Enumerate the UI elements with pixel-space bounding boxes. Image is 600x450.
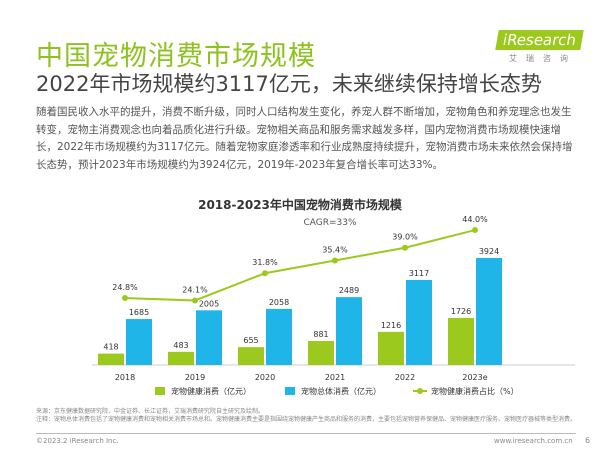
bar-health (378, 331, 404, 365)
share-point (472, 227, 478, 234)
bar-health (98, 353, 124, 365)
label-total: 2489 (339, 286, 359, 295)
label-health: 483 (173, 341, 188, 350)
legend-swatch (285, 387, 295, 395)
label-share: 35.4% (322, 245, 348, 254)
bar-total (476, 258, 502, 365)
label-health: 655 (243, 336, 258, 345)
x-tick-label: 2022 (395, 373, 415, 382)
bar-total (406, 280, 432, 365)
divider (36, 433, 576, 434)
label-health: 1726 (451, 307, 471, 316)
note: 注释：宠物总体消费包括了宠物健康消费和宠物相关消费市场总和。宠物健康消费主要是指… (36, 416, 577, 423)
page-title: 中国宠物消费市场规模 (36, 41, 316, 72)
logo-cn: 艾瑞咨询 (509, 54, 577, 63)
page-number: 6 (585, 436, 591, 445)
legend-swatch-dot (417, 388, 423, 394)
label-share: 39.0% (392, 233, 418, 242)
bar-health (168, 351, 194, 365)
bar-total (266, 308, 292, 365)
legend-label: 宠物健康消费（亿元） (171, 386, 251, 396)
x-tick-label: 2018 (115, 373, 135, 382)
label-total: 3117 (409, 269, 429, 278)
share-point (122, 295, 128, 301)
label-total: 2005 (199, 299, 219, 308)
bar-health (448, 317, 474, 365)
bar-total (126, 319, 152, 365)
source-note: 来源：京东健康数据研究院、中金证券、长江证券，艾瑞消费研究院自主研究及绘制。 (36, 408, 265, 415)
bar-health (308, 340, 334, 365)
label-total: 2058 (269, 298, 289, 307)
x-tick-label: 2020 (255, 373, 275, 382)
x-tick-label: 2023e (462, 373, 487, 382)
body-text: 随着国民收入水平的提升，消费不断升级，同时人口结构发生变化，养宠人群不断增加，宠… (36, 106, 573, 171)
footnotes: 来源：京东健康数据研究院、中金证券、长江证券，艾瑞消费研究院自主研究及绘制。 注… (36, 408, 576, 424)
cagr-annotation: CAGR=33% (303, 218, 357, 228)
label-health: 1216 (381, 321, 401, 330)
label-share: 31.8% (252, 258, 278, 267)
x-tick-label: 2019 (185, 373, 205, 382)
label-health: 418 (103, 343, 118, 352)
website-link[interactable]: www.iresearch.com.cn (494, 437, 573, 445)
share-point (192, 297, 198, 304)
label-total: 1685 (129, 308, 149, 317)
x-tick-label: 2021 (325, 373, 345, 382)
bar-total (196, 310, 222, 365)
iresearch-logo: iResearch 艾瑞咨询 (495, 30, 584, 64)
label-health: 881 (313, 330, 328, 339)
label-share: 44.0% (462, 215, 488, 224)
page-subtitle: 2022年市场规模约3117亿元，未来继续保持增长态势 (36, 72, 542, 96)
share-line (124, 229, 476, 302)
bar-total (336, 297, 362, 365)
label-share: 24.8% (112, 283, 138, 292)
share-point (332, 257, 338, 264)
chart-title: 2018-2023年中国宠物消费市场规模 (198, 198, 402, 212)
share-point (402, 244, 408, 251)
legend-label: 宠物总体消费（亿元） (301, 386, 381, 396)
label-total: 3924 (479, 247, 499, 256)
legend-swatch (155, 387, 165, 395)
bar-health (238, 347, 264, 365)
share-point (262, 270, 268, 277)
label-share: 24.1% (182, 285, 208, 294)
copyright: ©2023.2 iResearch Inc. (36, 437, 119, 445)
legend-label: 宠物健康消费占比（%） (431, 386, 519, 396)
